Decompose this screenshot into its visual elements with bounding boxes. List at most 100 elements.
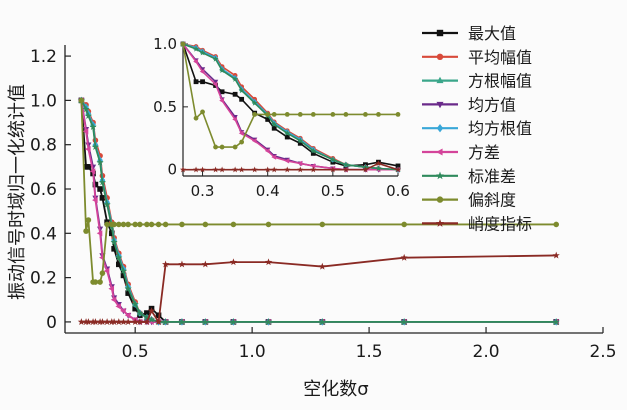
data-point [77,318,85,325]
data-point [91,318,100,325]
data-point [552,318,560,325]
legend-entry: 方根幅值 [422,72,532,91]
data-point [120,272,127,279]
legend-swatch-marker [435,171,445,180]
inset-data-point [219,144,225,150]
inset-data-point [238,166,245,173]
data-point [125,290,131,296]
data-point [103,267,110,275]
data-point [147,307,156,314]
inset-data-point [193,58,198,65]
inset-data-point [199,166,206,173]
legend-label: 偏斜度 [468,191,516,210]
legend-entry: 峭度指标 [422,214,532,233]
data-point [318,262,326,270]
legend-swatch-marker [436,196,444,203]
inset-x-tick-label: 0.4 [256,182,280,200]
inset-series-峭度指标 [179,160,402,173]
inset-data-point [297,160,303,167]
data-point [97,186,103,192]
data-point [124,312,131,319]
legend-entry: 均方值 [422,95,516,114]
data-point [401,221,407,228]
inset-data-point [375,160,382,167]
y-tick-label: 0.4 [30,224,57,244]
data-point [84,318,92,325]
inset-data-point [238,87,245,94]
inset-data-point [362,166,369,173]
data-point [115,303,122,310]
data-point [83,228,89,234]
legend-swatch-marker [436,29,444,37]
data-point [110,318,118,325]
inset-data-point [200,109,205,115]
inset-data-point [284,166,291,173]
data-point [137,221,143,228]
data-point [553,221,560,228]
inset-plot: 0.3 0.4 0.5 0.6 0 0.5 1.0 [153,35,410,200]
data-point [131,300,139,308]
data-point [92,196,98,204]
legend-label: 平均幅值 [468,48,532,67]
data-point [400,318,408,325]
inset-data-point [395,112,401,117]
data-point [178,318,186,325]
inset-data-point [192,166,200,173]
inset-data-point [395,163,401,169]
inset-data-point [232,75,239,82]
legend-swatch-marker [436,101,444,109]
inset-data-point [330,112,336,117]
data-point [120,221,127,228]
inset-series-line [182,43,398,148]
legend-swatch-marker [436,76,444,84]
data-point [264,318,273,325]
data-point [125,221,131,228]
inset-data-point [271,125,277,131]
legend-entry: 偏斜度 [422,191,516,210]
legend-entry: 标准差 [422,167,516,186]
data-point [115,253,123,261]
data-point [120,307,126,314]
legend-swatch-marker [435,219,445,227]
inset-data-point [219,89,225,95]
inset-data-point [219,166,226,173]
data-point [124,318,132,325]
inset-data-point [251,138,257,144]
inset-data-point [232,116,238,123]
inset-data-point [199,49,206,56]
inset-data-point [271,154,277,160]
data-point [143,313,151,321]
data-point [110,238,118,246]
data-point [230,221,237,228]
data-point [124,284,132,292]
inset-data-point [271,112,277,117]
legend-swatch-marker [436,148,443,156]
x-tick-label: 1.0 [239,342,266,362]
y-tick-label: 0.6 [30,180,57,200]
inset-data-point [284,134,290,140]
legend-label: 方差 [468,143,500,162]
data-point [201,260,209,268]
inset-data-point [251,99,258,106]
data-point [201,318,209,325]
inset-data-point [297,166,304,173]
data-point [85,146,91,153]
inset-data-point [192,45,200,52]
y-tick-label: 0 [46,313,57,333]
data-point [132,221,138,228]
data-point [162,221,169,228]
inset-data-point [200,79,205,85]
main-axes: 0.5 1.0 1.5 2.0 2.5 0 0.2 0.4 0.6 0.8 1.0 1.2 [30,45,617,362]
inset-data-point [329,166,336,173]
data-point [78,97,85,104]
data-point [82,128,89,135]
data-point [96,158,104,166]
data-point [161,318,170,325]
inset-data-point [342,166,349,173]
inset-data-point [310,150,316,156]
data-point [144,310,150,316]
inset-data-point [297,137,304,144]
inset-data-point [232,91,238,97]
